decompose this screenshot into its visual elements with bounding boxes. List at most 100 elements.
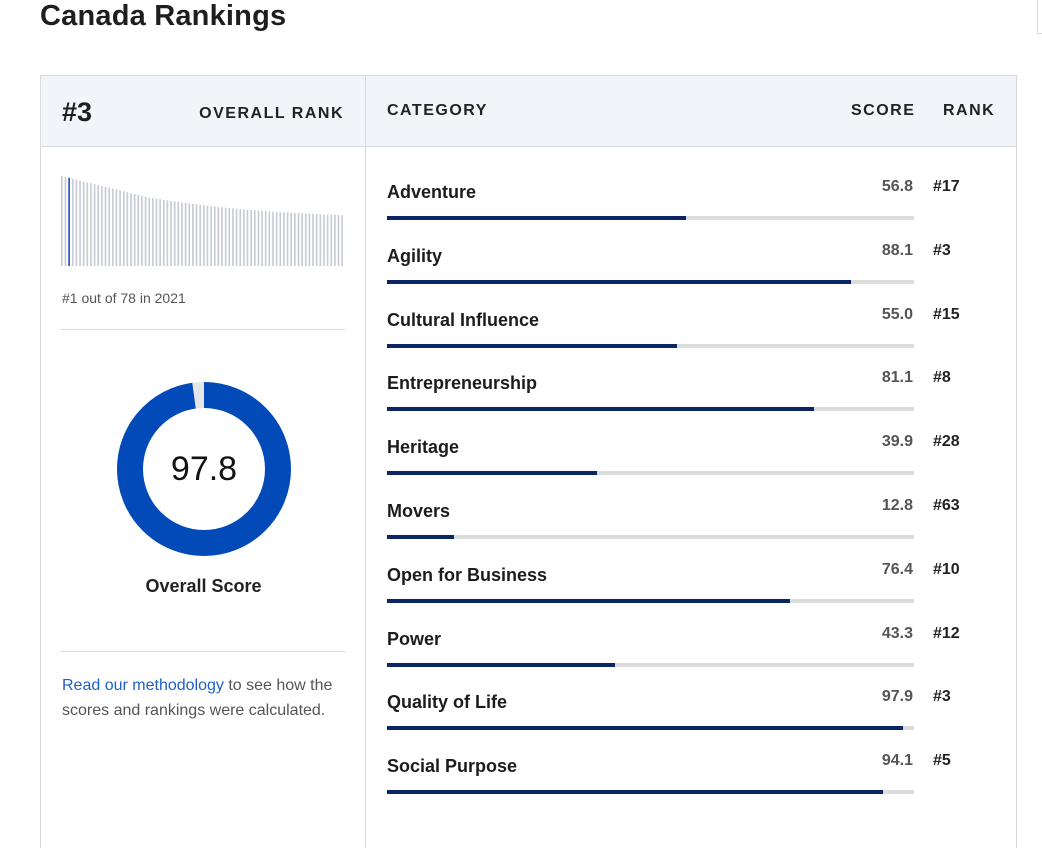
rank-bar [108, 187, 110, 266]
category-name: Social Purpose [387, 756, 518, 777]
rank-bar [323, 214, 325, 266]
rank-bar [133, 194, 136, 266]
category-row[interactable]: Cultural Influence 55.0 #15 [366, 306, 1016, 374]
divider [61, 329, 345, 330]
score-bar-fill [387, 790, 883, 795]
rank-bar [224, 207, 227, 266]
score-bar-fill [387, 216, 687, 220]
rank-bar [243, 209, 245, 266]
category-row[interactable]: Entrepreneurship 81.1 #8 [366, 369, 1016, 437]
column-header-rank: RANK [943, 102, 996, 119]
category-name: Movers [387, 501, 451, 521]
rank-bar [101, 185, 103, 266]
category-score: 55.0 [881, 305, 913, 323]
rank-bar [126, 192, 129, 266]
rank-bar [137, 194, 140, 266]
methodology-link[interactable]: Read our methodology [62, 677, 224, 694]
rank-bar [203, 205, 205, 266]
rank-bar [90, 183, 92, 266]
rank-bar [162, 199, 165, 266]
rank-bar [177, 201, 180, 266]
rank-bar [115, 189, 118, 266]
category-row[interactable]: Adventure 56.8 #17 [366, 178, 1016, 246]
overall-header: #3 OVERALL RANK [41, 76, 365, 147]
score-bar-track [387, 535, 914, 539]
category-row[interactable]: Quality of Life 97.9 #3 [366, 688, 1016, 756]
category-name: Open for Business [387, 564, 548, 585]
rank-bar [184, 203, 187, 266]
category-name: Agility [387, 245, 443, 266]
donut-ring [117, 382, 291, 556]
rank-bar [326, 214, 329, 266]
category-rank: #28 [933, 433, 960, 451]
category-score: 94.1 [881, 752, 913, 770]
rank-bar [195, 204, 198, 266]
score-bar-fill [387, 407, 815, 412]
rank-bar [199, 204, 201, 266]
rank-bar [61, 176, 63, 266]
score-bar-track [387, 343, 914, 348]
category-row[interactable]: Power 43.3 #12 [366, 625, 1016, 693]
methodology-text: Read our methodology to see how the scor… [62, 673, 342, 723]
rank-bar [337, 215, 340, 266]
overall-rank-label: OVERALL RANK [199, 105, 344, 122]
category-rank: #12 [933, 624, 960, 642]
rank-bar [104, 186, 107, 266]
rank-bar [122, 191, 125, 266]
score-bar-track [387, 471, 914, 476]
score-bar-track [387, 407, 914, 412]
score-bar-track [387, 279, 914, 284]
rank-bar [297, 213, 300, 266]
category-score: 97.9 [881, 688, 913, 706]
category-row[interactable]: Social Purpose 94.1 #5 [366, 752, 1016, 820]
rank-bar [246, 209, 249, 266]
category-rank: #17 [933, 178, 960, 195]
rank-bar [93, 184, 96, 266]
score-bar-fill [387, 471, 598, 476]
category-name: Quality of Life [387, 692, 508, 713]
overall-score-label: Overall Score [145, 576, 262, 596]
score-bar-fill [387, 598, 790, 603]
score-bar-track [387, 216, 914, 220]
rank-bar [111, 188, 114, 266]
score-bar-track [387, 790, 914, 795]
category-row[interactable]: Agility 88.1 #3 [366, 242, 1016, 310]
category-row[interactable]: Heritage 39.9 #28 [366, 433, 1016, 501]
score-bar-track [387, 598, 914, 603]
overall-score-donut: 97.8 [116, 381, 292, 557]
overall-score-value: 97.8 [170, 450, 238, 488]
category-rank: #3 [933, 688, 951, 706]
rank-bar [228, 208, 231, 266]
rank-bar [217, 206, 220, 266]
rank-bar [166, 200, 169, 266]
rank-bar [330, 214, 333, 266]
rank-bar [268, 211, 271, 266]
category-row[interactable]: Movers 12.8 #63 [366, 497, 1016, 565]
rank-bar [155, 198, 158, 266]
rank-bar [144, 196, 147, 266]
category-row[interactable]: Open for Business 76.4 #10 [366, 561, 1016, 629]
rank-bar [86, 182, 89, 266]
scrollbar-edge[interactable] [1037, 0, 1042, 34]
category-name: Entrepreneurship [387, 373, 538, 394]
rank-bar [235, 208, 238, 266]
rank-bar [264, 211, 267, 266]
category-name: Adventure [387, 182, 477, 202]
rank-bar [261, 210, 263, 266]
category-name: Cultural Influence [387, 309, 540, 330]
rank-bar [239, 209, 242, 266]
rank-bar [75, 179, 78, 266]
category-table-header: CATEGORY SCORE RANK [366, 76, 1016, 147]
rank-bar [64, 176, 67, 266]
score-bar-fill [387, 726, 903, 731]
rank-bar [301, 213, 303, 266]
rank-bar [334, 214, 336, 266]
category-rank: #10 [933, 560, 960, 578]
score-bar-fill [387, 343, 677, 348]
rank-bar [232, 208, 234, 266]
rank-bar [188, 203, 191, 266]
category-rank: #3 [933, 241, 951, 259]
category-name: Heritage [387, 437, 460, 458]
rank-bar [290, 212, 293, 266]
score-bar-track [387, 662, 914, 667]
